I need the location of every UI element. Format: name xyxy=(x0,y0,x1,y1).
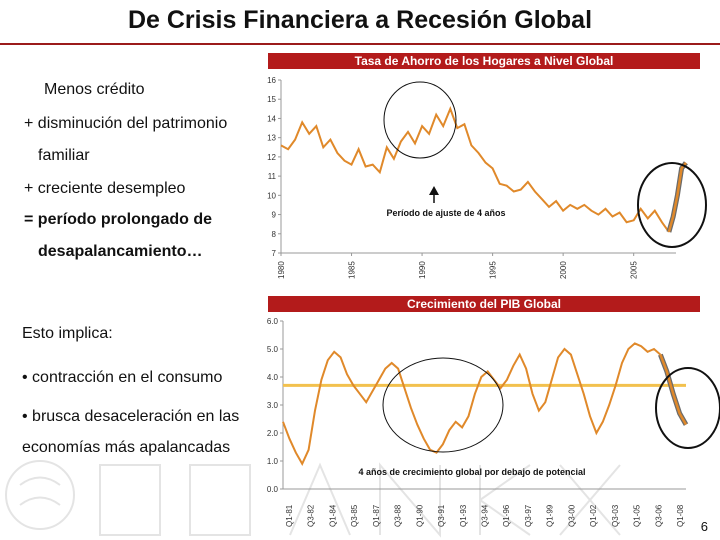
savings-x-tick-label: 2000 xyxy=(559,261,568,279)
gdp-x-tick-label: Q3-82 xyxy=(307,504,316,527)
gdp-x-tick-label: Q3-94 xyxy=(481,504,490,527)
savings-highlight-circle xyxy=(383,81,457,159)
savings-y-tick-label: 7 xyxy=(272,249,277,258)
gdp-x-tick-label: Q3-88 xyxy=(394,504,403,527)
gdp-annotation-label: 4 años de crecimiento global por debajo … xyxy=(358,467,585,477)
gdp-y-tick-label: 2.0 xyxy=(267,429,279,438)
savings-x-tick-label: 1980 xyxy=(277,261,286,279)
savings-x-tick-label: 1990 xyxy=(418,261,427,279)
savings-x-tick-label: 2005 xyxy=(630,261,639,279)
text-desapalancamiento: desapalancamiento… xyxy=(38,243,203,260)
gdp-x-tick-label: Q1-02 xyxy=(589,504,598,527)
savings-x-tick-label: 1995 xyxy=(489,261,498,279)
watermark-logo xyxy=(5,460,621,538)
gdp-x-tick-label: Q1-84 xyxy=(328,504,337,527)
gdp-x-tick-label: Q3-91 xyxy=(437,504,446,527)
savings-y-tick-label: 12 xyxy=(267,153,276,162)
savings-y-tick-label: 14 xyxy=(267,114,276,123)
gdp-x-tick-label: Q3-97 xyxy=(524,504,533,527)
gdp-x-tick-label: Q3-00 xyxy=(567,504,576,527)
gdp-x-tick-label: Q1-96 xyxy=(502,504,511,527)
savings-y-tick-label: 10 xyxy=(267,191,276,200)
gdp-x-tick-label: Q1-90 xyxy=(415,504,424,527)
gdp-x-tick-label: Q1-99 xyxy=(546,504,555,527)
text-brusca-desaceleracion: • brusca desaceleración en las xyxy=(22,408,240,425)
savings-chart-title: Tasa de Ahorro de los Hogares a Nivel Gl… xyxy=(268,53,700,69)
savings-annotation-label: Período de ajuste de 4 años xyxy=(386,208,505,218)
gdp-projection-circle xyxy=(655,367,720,449)
savings-y-tick-label: 15 xyxy=(267,95,276,104)
title-divider xyxy=(0,43,720,45)
gdp-y-tick-label: 3.0 xyxy=(267,401,279,410)
gdp-x-tick-label: Q3-06 xyxy=(654,504,663,527)
gdp-series-line xyxy=(282,342,662,466)
savings-y-tick-label: 16 xyxy=(267,76,276,85)
text-esto-implica: Esto implica: xyxy=(22,325,113,342)
gdp-y-tick-label: 4.0 xyxy=(267,373,279,382)
text-menos-credito: Menos crédito xyxy=(44,81,145,98)
text-disminucion-patrimonio: + disminución del patrimonio xyxy=(24,115,228,132)
savings-y-tick-label: 8 xyxy=(272,230,277,239)
gdp-y-tick-label: 0.0 xyxy=(267,485,279,494)
text-contraccion-consumo: • contracción en el consumo xyxy=(22,369,223,386)
gdp-y-tick-label: 1.0 xyxy=(267,457,279,466)
gdp-x-tick-label: Q1-81 xyxy=(285,504,294,527)
savings-y-tick-label: 9 xyxy=(272,211,277,220)
gdp-x-tick-label: Q1-05 xyxy=(633,504,642,527)
slide-title: De Crisis Financiera a Recesión Global xyxy=(127,6,593,34)
gdp-y-tick-label: 5.0 xyxy=(267,345,279,354)
savings-projection-circle xyxy=(637,162,707,248)
gdp-y-tick-label: 6.0 xyxy=(267,317,279,326)
gdp-highlight-circle xyxy=(382,357,504,453)
savings-series-line xyxy=(280,106,670,233)
savings-annotation-arrowhead xyxy=(429,186,439,195)
savings-y-tick-label: 11 xyxy=(268,172,277,181)
savings-projection-line xyxy=(667,161,687,233)
text-economias-apalancadas: economías más apalancadas xyxy=(22,439,231,456)
gdp-projection-line xyxy=(659,354,688,426)
text-periodo-prolongado: = período prolongado de xyxy=(24,211,212,228)
gdp-x-tick-label: Q3-03 xyxy=(611,504,620,527)
savings-x-tick-label: 1985 xyxy=(348,261,357,279)
text-creciente-desempleo: + creciente desempleo xyxy=(24,180,186,197)
gdp-chart-title: Crecimiento del PIB Global xyxy=(268,296,700,312)
gdp-x-tick-label: Q1-08 xyxy=(676,504,685,527)
page-number: 6 xyxy=(700,519,708,534)
savings-y-tick-label: 13 xyxy=(267,134,276,143)
gdp-x-tick-label: Q1-93 xyxy=(459,504,468,527)
text-familiar: familiar xyxy=(38,147,90,164)
gdp-x-tick-label: Q3-85 xyxy=(350,504,359,527)
gdp-x-tick-label: Q1-87 xyxy=(372,504,381,527)
